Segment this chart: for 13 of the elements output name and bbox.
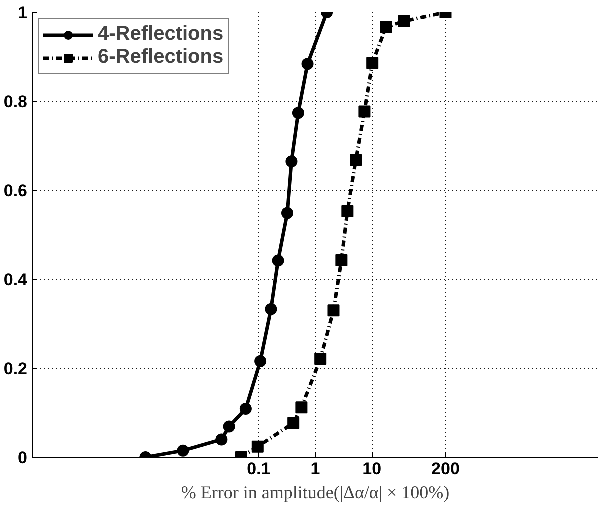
x-tick-label: 0.1 xyxy=(247,460,271,478)
y-tick-label: 0.2 xyxy=(4,360,28,378)
y-tick-label: 1 xyxy=(18,4,28,22)
x-tick-label: 1 xyxy=(310,460,320,478)
y-tick-label: 0.4 xyxy=(4,270,28,290)
x-tick-label: 10 xyxy=(362,460,382,478)
y-tick-label: 0.8 xyxy=(4,92,28,112)
x-axis-title: % Error in amplitude(|Δα/α| × 100%) xyxy=(181,482,450,502)
y-tick-label: 0 xyxy=(18,448,28,468)
legend-label: 6-Reflections xyxy=(98,46,224,69)
y-tick-label: 0.6 xyxy=(4,182,28,200)
x-tick-label: 200 xyxy=(432,460,460,478)
legend-label: 4-Reflections xyxy=(98,23,224,46)
